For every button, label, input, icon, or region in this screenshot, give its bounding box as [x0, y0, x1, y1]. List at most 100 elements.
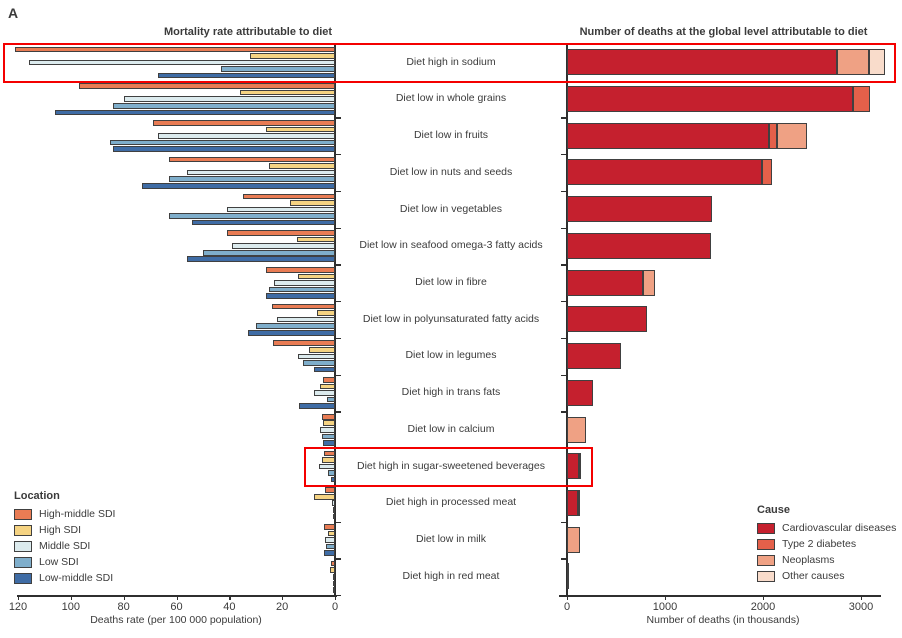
cause-legend-item-2: Type 2 diabetes [757, 536, 896, 552]
mortality-bar [250, 53, 335, 59]
location-legend-swatch-3 [14, 540, 32, 552]
deaths-bar-segment [837, 49, 869, 76]
mortality-bar [313, 493, 335, 500]
row-label-11: Diet low in calcium [407, 422, 495, 435]
cause-legend-swatch-4 [757, 570, 775, 582]
left-chart-title: Mortality rate attributable to diet [163, 26, 333, 38]
highlight-box-sodium-row [3, 43, 896, 84]
row-tick [561, 558, 567, 560]
mortality-bar [192, 219, 335, 226]
deaths-bar-segment [642, 269, 656, 296]
row-label-9: Diet low in legumes [405, 349, 497, 362]
x-axis-tick-label: 100 [61, 601, 80, 613]
x-axis-tick [763, 595, 765, 600]
mortality-bar [327, 396, 335, 403]
cause-legend-label-2: Type 2 diabetes [782, 538, 857, 550]
cause-legend: Cause Cardiovascular diseases Type 2 diab… [757, 504, 896, 584]
cause-legend-swatch-1 [757, 522, 775, 534]
mortality-bar [308, 347, 335, 353]
row-tick [561, 117, 567, 119]
mortality-bar [158, 133, 335, 139]
row-label-1: Diet high in sodium [406, 55, 496, 68]
mortality-bar [313, 366, 335, 373]
panel-label-a: A [8, 5, 19, 21]
highlight-box-ssb-label [304, 447, 593, 488]
mortality-bar [313, 390, 335, 396]
row-tick [561, 521, 567, 523]
mortality-bar [298, 353, 335, 360]
row-label-7: Diet low in fibre [415, 275, 487, 288]
mortality-bar [332, 500, 335, 507]
mortality-bar [28, 59, 335, 66]
location-legend-label-3: Middle SDI [39, 540, 91, 552]
mortality-bar [298, 273, 335, 280]
mortality-bar [321, 457, 335, 463]
x-axis-tick [18, 595, 20, 600]
mortality-bar [187, 256, 335, 263]
row-tick [335, 117, 341, 119]
mortality-bar [274, 280, 335, 286]
location-legend-item-5: Low-middle SDI [14, 570, 115, 586]
mortality-bar [78, 83, 335, 89]
deaths-bar-segment [567, 49, 838, 76]
mortality-bar [226, 230, 335, 236]
deaths-bar-segment [761, 159, 773, 186]
mortality-bar [324, 537, 335, 543]
mortality-bar [321, 413, 335, 420]
row-tick [561, 154, 567, 156]
x-axis-tick [335, 595, 337, 600]
right-x-axis-label: Number of deaths (in thousands) [646, 614, 800, 626]
deaths-bar-segment [853, 85, 871, 112]
mortality-bar [331, 560, 335, 567]
row-tick [561, 190, 567, 193]
x-axis-tick-label: 0 [563, 601, 571, 613]
x-axis-tick-label: 0 [331, 601, 339, 613]
x-axis-tick [70, 595, 73, 600]
mortality-bar [255, 323, 335, 329]
deaths-bar-segment [777, 122, 808, 149]
mortality-bar [329, 567, 335, 573]
deaths-bar-segment [567, 343, 621, 370]
mortality-bar [272, 340, 335, 347]
mortality-bar [158, 72, 335, 79]
location-legend-title: Location [14, 490, 60, 502]
row-label-5: Diet low in vegetables [399, 202, 503, 215]
deaths-bar-segment [768, 122, 778, 149]
x-axis-tick [282, 595, 284, 600]
mortality-bar [303, 360, 335, 366]
row-tick [335, 190, 341, 193]
cause-legend-label-4: Other causes [782, 570, 845, 582]
cause-legend-swatch-2 [757, 538, 775, 550]
deaths-bar-segment [567, 122, 769, 149]
mortality-bar [333, 580, 336, 587]
mortality-bar [324, 524, 335, 530]
mortality-bar [242, 193, 335, 200]
mortality-bar [320, 383, 335, 390]
mortality-bar [142, 182, 335, 189]
row-label-12: Diet high in sugar-sweetened beverages [357, 459, 545, 472]
deaths-bar-segment [567, 379, 594, 406]
left-x-axis-label: Deaths rate (per 100 000 population) [90, 614, 262, 626]
mortality-bar [333, 507, 336, 513]
row-tick [335, 594, 341, 597]
mortality-bar [327, 470, 335, 476]
row-tick [561, 337, 567, 340]
mortality-bar [202, 249, 335, 256]
mortality-bar [290, 200, 335, 206]
mortality-bar [247, 329, 335, 336]
location-legend: Location High-middle SDI High SDI Middle S… [14, 490, 115, 586]
mortality-bar [168, 176, 335, 183]
location-legend-swatch-5 [14, 572, 32, 584]
location-legend-label-1: High-middle SDI [39, 508, 116, 520]
cause-legend-item-1: Cardiovascular diseases [757, 520, 896, 536]
row-tick [335, 374, 341, 376]
cause-legend-title: Cause [757, 504, 791, 516]
mortality-bar [276, 316, 335, 323]
mortality-bar [123, 96, 335, 103]
deaths-bar-segment [567, 416, 586, 443]
mortality-bar [113, 102, 335, 109]
cause-legend-item-3: Neoplasms [757, 552, 896, 568]
row-label-13: Diet high in processed meat [385, 496, 517, 509]
